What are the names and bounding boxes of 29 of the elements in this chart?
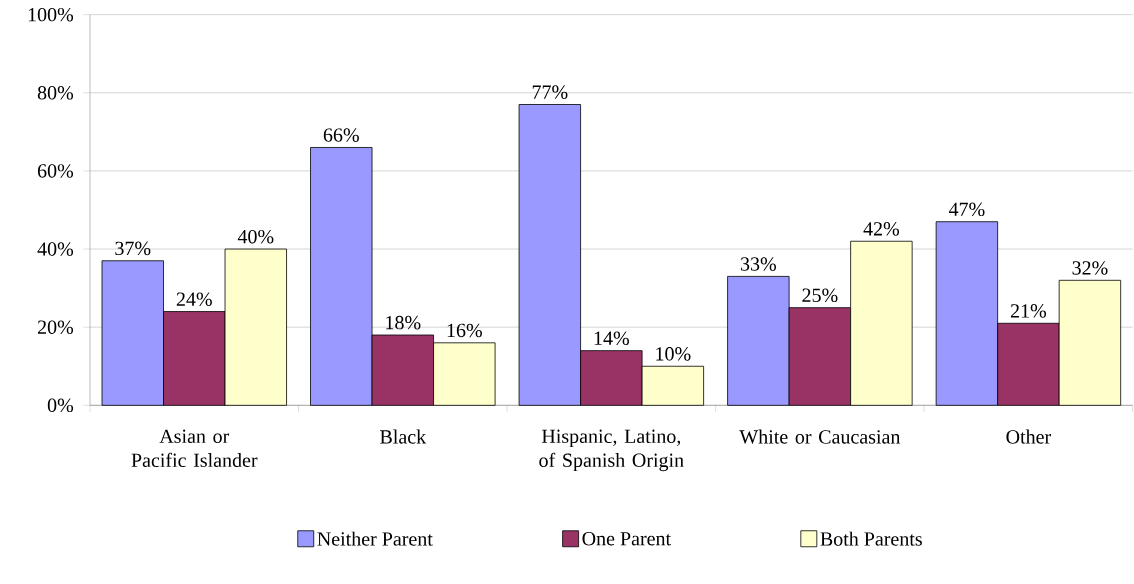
data-label: 16% xyxy=(447,323,482,338)
x-tick-label: White or Caucasian xyxy=(739,429,901,444)
y-tick-label: 0% xyxy=(47,398,74,413)
data-label: 10% xyxy=(656,347,691,361)
data-label: 42% xyxy=(863,222,900,236)
y-tick-label: 60% xyxy=(37,164,74,178)
data-label: 77% xyxy=(532,85,568,99)
x-tick-label: Black xyxy=(380,429,427,444)
y-tick-label: 80% xyxy=(37,86,74,100)
x-tick-label: Other xyxy=(1006,429,1051,444)
data-label: 40% xyxy=(237,229,274,244)
data-label: 66% xyxy=(323,128,359,142)
y-tick-label: 100% xyxy=(28,7,74,22)
data-label: 32% xyxy=(1072,261,1108,275)
x-tick-label: Asian or Pacific Islander xyxy=(131,429,258,468)
x-tick-label: Hispanic, Latino, of Spanish Origin xyxy=(539,429,684,472)
data-label: 47% xyxy=(948,202,985,217)
legend-label: One Parent xyxy=(582,531,671,546)
data-label: 25% xyxy=(802,288,838,303)
data-label: 24% xyxy=(176,292,212,306)
data-label: 18% xyxy=(386,315,421,330)
data-label: 37% xyxy=(115,241,151,256)
data-label: 21% xyxy=(1010,304,1047,318)
data-label: 14% xyxy=(594,331,629,346)
y-tick-label: 40% xyxy=(37,242,74,256)
y-tick-label: 20% xyxy=(37,320,74,334)
legend-label: Both Parents xyxy=(820,531,922,546)
data-label: 33% xyxy=(740,257,776,271)
legend-label: Neither Parent xyxy=(317,531,433,546)
